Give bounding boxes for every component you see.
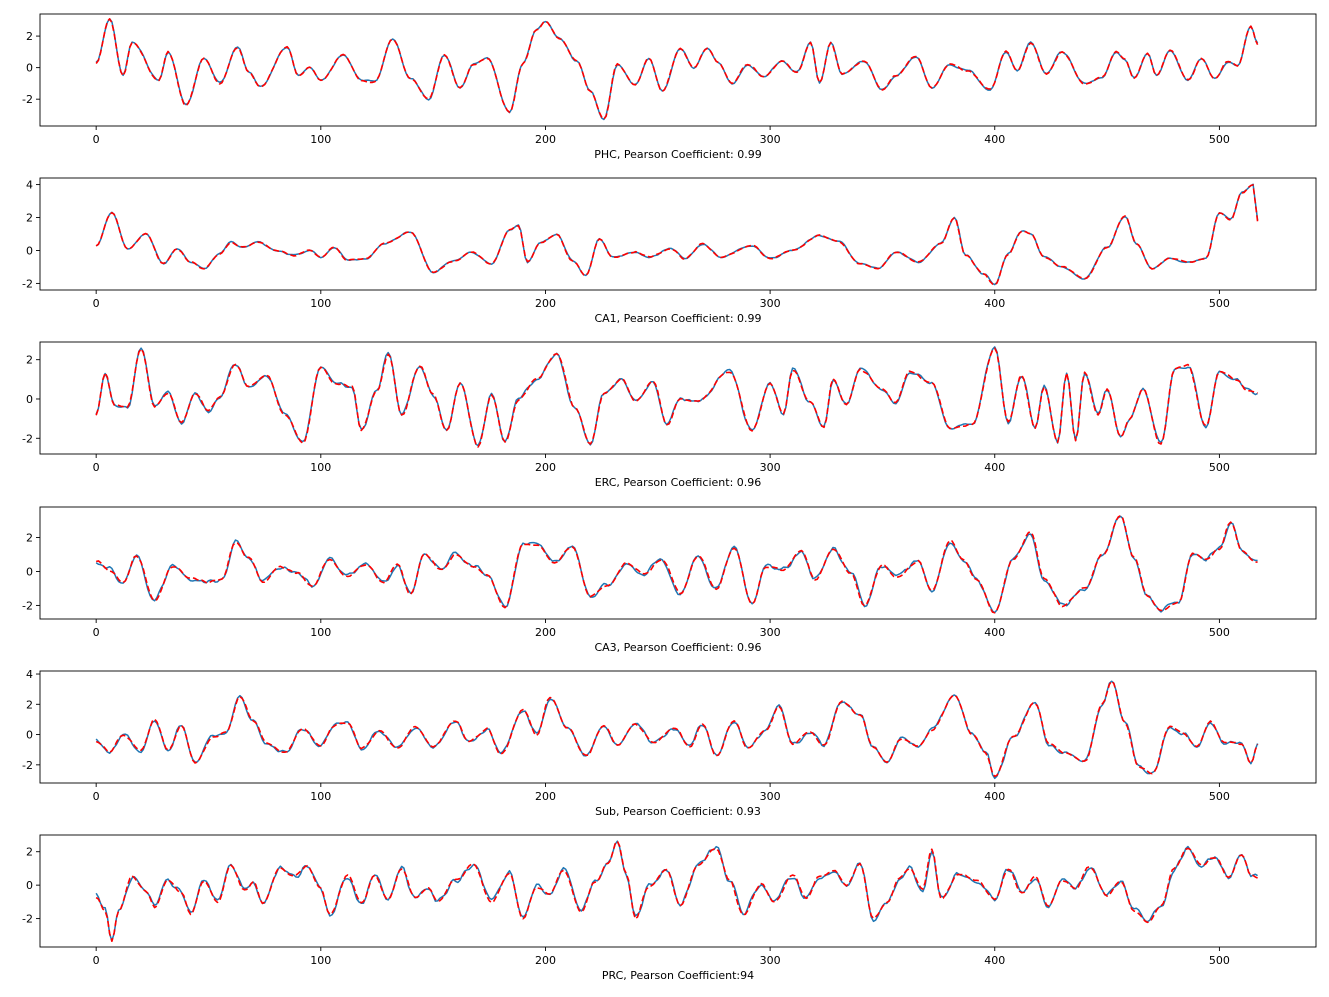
x-tick-label: 200 xyxy=(535,297,556,310)
x-axis-label: CA1, Pearson Coefficient: 0.99 xyxy=(594,312,761,325)
y-tick-label: 2 xyxy=(26,846,33,859)
x-tick-label: 200 xyxy=(535,790,556,803)
axes-frame xyxy=(39,177,1317,291)
y-tick-label: -2 xyxy=(22,432,33,445)
series-line-predicted xyxy=(95,184,1259,286)
x-tick-label: 300 xyxy=(760,626,781,639)
x-tick-label: 0 xyxy=(93,461,100,474)
y-tick-label: -2 xyxy=(22,93,33,106)
series-line-predicted xyxy=(95,680,1259,778)
subplot-1: 0 100 200 300 400 500 -2 0 2 PHC, Pearson Coeffic… xyxy=(22,13,1317,161)
y-tick-label: 0 xyxy=(26,244,33,257)
x-axis-label: PHC, Pearson Coefficient: 0.99 xyxy=(594,148,761,161)
x-tick-label: 200 xyxy=(535,133,556,146)
x-tick-label: 400 xyxy=(984,297,1005,310)
x-tick-label: 400 xyxy=(984,626,1005,639)
x-tick-label: 300 xyxy=(760,461,781,474)
x-tick-label: 100 xyxy=(310,461,331,474)
x-tick-label: 0 xyxy=(93,626,100,639)
x-tick-label: 500 xyxy=(1209,626,1230,639)
x-tick-label: 500 xyxy=(1209,790,1230,803)
y-tick-label: -2 xyxy=(22,599,33,612)
x-tick-label: 500 xyxy=(1209,133,1230,146)
x-tick-label: 500 xyxy=(1209,954,1230,967)
y-tick-label: 2 xyxy=(26,698,33,711)
x-axis-label: Sub, Pearson Coefficient: 0.93 xyxy=(595,805,761,818)
y-tick-label: 0 xyxy=(26,393,33,406)
series-line-predicted xyxy=(95,347,1258,448)
subplot-4: 0 100 200 300 400 500 -2 0 2 CA3, Pearson Coeffic… xyxy=(22,506,1317,654)
x-tick-label: 300 xyxy=(760,790,781,803)
y-tick-label: 0 xyxy=(26,62,33,75)
y-tick-label: -2 xyxy=(22,277,33,290)
x-tick-label: 100 xyxy=(310,133,331,146)
series-line-actual xyxy=(95,346,1258,447)
y-tick-label: 4 xyxy=(26,179,33,192)
axes-frame xyxy=(39,670,1317,784)
x-tick-label: 300 xyxy=(760,297,781,310)
series-line-predicted xyxy=(95,514,1258,614)
x-tick-label: 200 xyxy=(535,626,556,639)
x-axis-label: PRC, Pearson Coefficient:94 xyxy=(602,969,754,982)
axes-frame xyxy=(39,341,1317,455)
x-tick-label: 300 xyxy=(760,133,781,146)
y-tick-label: 0 xyxy=(26,729,33,742)
x-tick-label: 100 xyxy=(310,297,331,310)
x-tick-label: 400 xyxy=(984,133,1005,146)
x-tick-label: 0 xyxy=(93,790,100,803)
y-tick-label: 2 xyxy=(26,354,33,367)
x-axis-label: CA3, Pearson Coefficient: 0.96 xyxy=(594,641,761,654)
y-tick-label: 0 xyxy=(26,879,33,892)
subplot-6: 0 100 200 300 400 500 -2 0 2 PRC, Pearson Coeffic… xyxy=(22,834,1317,982)
axes-frame xyxy=(39,506,1317,620)
axes-frame xyxy=(39,834,1317,948)
x-tick-label: 0 xyxy=(93,133,100,146)
series-line-actual xyxy=(95,680,1259,780)
y-tick-label: 2 xyxy=(26,30,33,43)
y-tick-label: 2 xyxy=(26,212,33,225)
x-tick-label: 100 xyxy=(310,626,331,639)
x-axis-label: ERC, Pearson Coefficient: 0.96 xyxy=(595,476,762,489)
series-line-predicted xyxy=(95,18,1259,120)
subplot-2: 0 100 200 300 400 500 -2 0 2 4 CA1, Pearson Coeffi… xyxy=(22,177,1317,325)
series-line-actual xyxy=(95,515,1258,614)
series-line-predicted xyxy=(95,840,1258,943)
x-tick-label: 500 xyxy=(1209,461,1230,474)
x-tick-label: 400 xyxy=(984,461,1005,474)
series-line-actual xyxy=(95,183,1259,286)
x-tick-label: 100 xyxy=(310,954,331,967)
x-tick-label: 0 xyxy=(93,297,100,310)
x-tick-label: 500 xyxy=(1209,297,1230,310)
y-tick-label: 0 xyxy=(26,565,33,578)
x-tick-label: 400 xyxy=(984,954,1005,967)
subplot-5: 0 100 200 300 400 500 -2 0 2 4 Sub, Pearson Coeffi… xyxy=(22,668,1317,818)
subplot-3: 0 100 200 300 400 500 -2 0 2 ERC, Pearson Coeffic… xyxy=(22,341,1317,489)
axes-frame xyxy=(39,13,1317,127)
y-tick-label: -2 xyxy=(22,913,33,926)
x-tick-label: 200 xyxy=(535,954,556,967)
x-tick-label: 300 xyxy=(760,954,781,967)
x-tick-label: 200 xyxy=(535,461,556,474)
x-tick-label: 0 xyxy=(93,954,100,967)
x-tick-label: 400 xyxy=(984,790,1005,803)
y-tick-label: 2 xyxy=(26,532,33,545)
y-tick-label: -2 xyxy=(22,759,33,772)
series-line-actual xyxy=(95,18,1259,121)
y-tick-label: 4 xyxy=(26,668,33,681)
x-tick-label: 100 xyxy=(310,790,331,803)
